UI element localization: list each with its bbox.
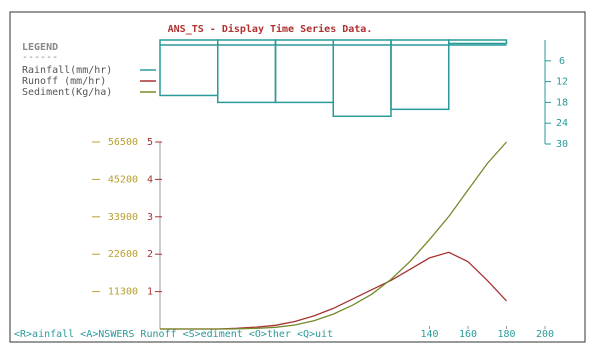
menu[interactable]: <R>ainfall <A>NSWERS Runoff <S>ediment <… — [14, 329, 333, 340]
rain-bar — [448, 39, 508, 45]
rain-bar — [390, 39, 450, 111]
legend-label: Runoff (mm/hr) — [22, 76, 106, 87]
y-tick-label: 4 — [147, 174, 153, 185]
y3-tick-label: 18 — [556, 97, 568, 108]
x-tick-label: 180 — [497, 329, 515, 340]
x-tick-label: 140 — [420, 329, 438, 340]
y2-tick-label: 56500 — [108, 137, 138, 148]
y2-tick-label: 22600 — [108, 249, 138, 260]
y3-tick-label: 6 — [559, 56, 565, 67]
legend-label: Rainfall(mm/hr) — [22, 65, 112, 76]
y2-tick-label: 33900 — [108, 212, 138, 223]
y2-tick-label: 11300 — [108, 287, 138, 298]
legend-title: LEGEND — [22, 42, 58, 53]
chart-title: ANS_TS - Display Time Series Data. — [168, 23, 373, 35]
legend-rule: ------ — [22, 52, 58, 63]
x-tick-label: 200 — [536, 329, 554, 340]
series-line — [160, 141, 507, 330]
y-tick-label: 2 — [147, 249, 153, 260]
legend-label: Sediment(Kg/ha) — [22, 87, 112, 98]
y2-tick-label: 45200 — [108, 174, 138, 185]
y3-tick-label: 12 — [556, 77, 568, 88]
y3-tick-label: 30 — [556, 139, 568, 150]
y-tick-label: 5 — [147, 137, 153, 148]
y-tick-label: 1 — [147, 287, 153, 298]
y-tick-label: 3 — [147, 212, 153, 223]
x-tick-label: 160 — [459, 329, 477, 340]
frame — [9, 11, 586, 343]
y3-tick-label: 24 — [556, 118, 568, 129]
